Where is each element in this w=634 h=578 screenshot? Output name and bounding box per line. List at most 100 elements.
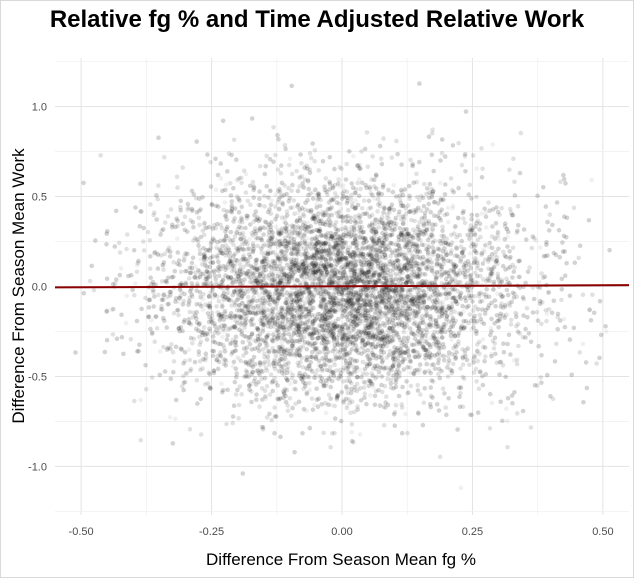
scatter-point (247, 358, 253, 363)
scatter-point (344, 232, 349, 237)
scatter-point (437, 342, 442, 348)
scatter-point (358, 321, 363, 326)
scatter-point (405, 280, 411, 286)
scatter-point (289, 293, 294, 298)
scatter-point (359, 180, 365, 185)
scatter-point (328, 326, 333, 332)
scatter-point (278, 258, 284, 263)
scatter-point (403, 349, 408, 355)
scatter-point (278, 396, 283, 401)
scatter-point (561, 177, 567, 182)
scatter-point (426, 264, 431, 270)
scatter-point (273, 287, 279, 293)
scatter-point (328, 402, 334, 408)
scatter-point (377, 313, 383, 319)
scatter-point (276, 257, 282, 262)
scatter-point (434, 270, 440, 276)
scatter-point (292, 277, 298, 282)
scatter-point (163, 278, 169, 284)
scatter-point (352, 311, 358, 316)
scatter-point (391, 324, 397, 330)
scatter-point (317, 287, 323, 293)
scatter-point (220, 118, 226, 124)
scatter-point (299, 235, 305, 241)
scatter-point (296, 305, 302, 311)
scatter-point (345, 300, 351, 305)
scatter-point (360, 338, 366, 344)
scatter-point (302, 240, 307, 246)
scatter-point (458, 485, 464, 491)
scatter-point (407, 261, 412, 267)
scatter-point (425, 237, 431, 243)
scatter-point (287, 352, 292, 357)
scatter-point (271, 361, 276, 366)
scatter-point (212, 340, 218, 345)
scatter-point (315, 250, 320, 255)
scatter-point (420, 332, 426, 337)
scatter-point (395, 346, 400, 351)
scatter-point (439, 266, 445, 272)
scatter-point (237, 289, 242, 294)
scatter-point (269, 198, 274, 203)
scatter-point (335, 228, 340, 234)
scatter-point (292, 263, 297, 269)
scatter-point (427, 351, 433, 356)
scatter-point (355, 262, 360, 268)
scatter-point (221, 356, 226, 362)
scatter-point (322, 274, 327, 280)
scatter-point (589, 177, 594, 183)
scatter-point (323, 352, 329, 357)
scatter-point (591, 310, 597, 316)
scatter-point (327, 248, 332, 254)
scatter-point (219, 381, 224, 387)
scatter-point (474, 166, 480, 171)
scatter-point (450, 206, 456, 211)
scatter-point (213, 187, 219, 192)
scatter-point (375, 315, 380, 320)
scatter-point (358, 346, 363, 351)
scatter-point (376, 278, 381, 284)
scatter-point (208, 184, 214, 189)
scatter-point (290, 223, 295, 229)
scatter-point (402, 228, 407, 234)
scatter-point (364, 292, 370, 297)
scatter-point (288, 369, 293, 375)
scatter-point (217, 329, 222, 335)
scatter-point (288, 381, 293, 386)
scatter-point (473, 224, 478, 229)
scatter-point (367, 253, 373, 259)
scatter-point (319, 313, 325, 319)
scatter-point (330, 249, 335, 255)
scatter-point (270, 235, 276, 240)
scatter-point (262, 287, 268, 293)
scatter-point (276, 244, 281, 250)
scatter-point (180, 221, 186, 227)
scatter-point (221, 288, 226, 293)
scatter-point (294, 286, 300, 292)
scatter-point (435, 253, 441, 259)
scatter-point (329, 234, 335, 240)
scatter-point (280, 292, 286, 298)
scatter-point (297, 333, 303, 339)
scatter-point (372, 364, 378, 370)
scatter-point (488, 325, 494, 331)
scatter-point (429, 229, 435, 234)
scatter-point (348, 349, 353, 354)
scatter-point (516, 274, 521, 280)
scatter-point (288, 307, 294, 313)
scatter-point (175, 307, 180, 313)
scatter-point (109, 307, 114, 313)
scatter-point (344, 256, 349, 262)
scatter-point (367, 321, 373, 327)
scatter-point (467, 251, 473, 256)
scatter-point (324, 305, 329, 310)
scatter-point (374, 366, 379, 372)
scatter-point (272, 414, 278, 419)
scatter-point (351, 153, 356, 159)
scatter-point (329, 314, 334, 320)
scatter-point (345, 305, 351, 310)
scatter-point (425, 266, 430, 272)
scatter-point (404, 250, 410, 256)
scatter-point (445, 273, 450, 279)
scatter-point (369, 336, 375, 341)
